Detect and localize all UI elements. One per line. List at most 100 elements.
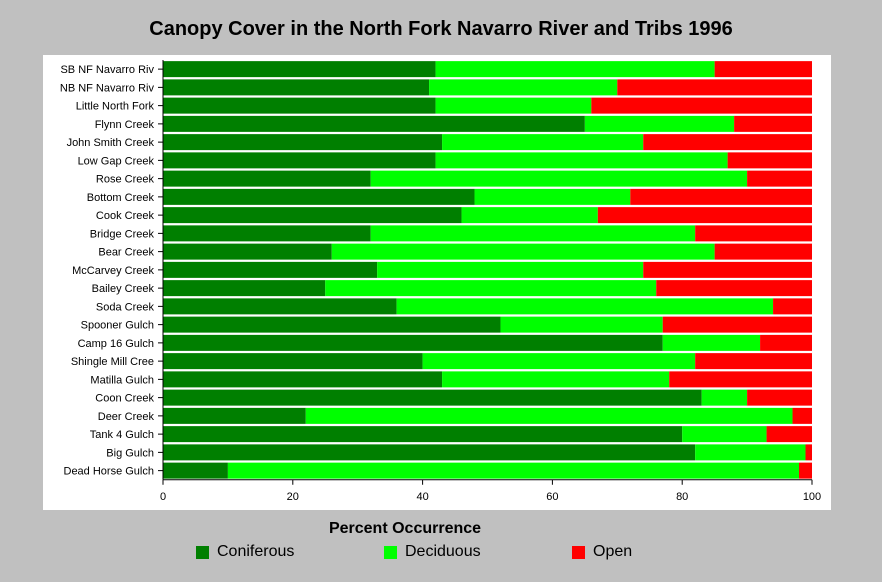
y-tick-label-soda-creek: Soda Creek [96, 301, 155, 313]
legend-swatch-deciduous [384, 545, 397, 559]
bar-deciduous-shingle-mill-cree [422, 353, 696, 370]
bar-open-flynn-creek [734, 115, 812, 132]
legend-label-deciduous: Deciduous [405, 543, 481, 560]
bar-coniferous-flynn-creek [163, 115, 585, 132]
bar-chart: SB NF Navarro Riv NB NF Navarro Riv Little… [60, 60, 821, 503]
bar-coniferous-coon-creek [163, 389, 702, 406]
bar-open-soda-creek [773, 298, 812, 315]
x-tick-label-20: 20 [287, 491, 299, 503]
bar-deciduous-camp-16-gulch [662, 334, 761, 351]
bar-open-nb-nf-navarro-riv [617, 79, 812, 96]
bar-deciduous-bear-creek [331, 243, 715, 260]
bar-deciduous-tank-4-gulch [682, 426, 767, 443]
bar-coniferous-deer-creek [163, 407, 306, 424]
bar-open-spooner-gulch [662, 316, 812, 333]
bar-deciduous-soda-creek [396, 298, 774, 315]
bar-coniferous-bailey-creek [163, 280, 326, 297]
bar-open-cook-creek [597, 207, 812, 224]
bar-coniferous-camp-16-gulch [163, 334, 663, 351]
bar-coniferous-shingle-mill-cree [163, 353, 423, 370]
bar-deciduous-little-north-fork [435, 97, 592, 114]
bar-deciduous-bridge-creek [370, 225, 696, 242]
bar-open-matilla-gulch [669, 371, 812, 388]
legend-label-coniferous: Coniferous [217, 543, 295, 560]
y-tick-label-spooner-gulch: Spooner Gulch [81, 320, 154, 332]
y-tick-label-little-north-fork: Little North Fork [76, 101, 155, 113]
bar-coniferous-mccarvey-creek [163, 261, 378, 278]
y-tick-label-mccarvey-creek: McCarvey Creek [72, 265, 154, 277]
y-tick-label-nb-nf-navarro-riv: NB NF Navarro Riv [60, 82, 155, 94]
y-tick-label-flynn-creek: Flynn Creek [95, 119, 155, 131]
bar-open-bear-creek [714, 243, 812, 260]
y-tick-label-deer-creek: Deer Creek [98, 411, 155, 423]
bar-coniferous-bridge-creek [163, 225, 371, 242]
bar-deciduous-bottom-creek [474, 188, 631, 205]
bar-coniferous-rose-creek [163, 170, 371, 187]
bar-deciduous-cook-creek [461, 207, 598, 224]
bar-coniferous-spooner-gulch [163, 316, 501, 333]
bar-open-sb-nf-navarro-riv [714, 61, 812, 78]
bar-coniferous-soda-creek [163, 298, 397, 315]
y-tick-label-coon-creek: Coon Creek [95, 393, 154, 405]
bar-open-rose-creek [747, 170, 812, 187]
bar-open-little-north-fork [591, 97, 812, 114]
bar-coniferous-low-gap-creek [163, 152, 436, 169]
y-tick-label-rose-creek: Rose Creek [96, 174, 155, 186]
bar-deciduous-spooner-gulch [500, 316, 663, 333]
bar-open-dead-horse-gulch [799, 462, 812, 479]
y-tick-label-matilla-gulch: Matilla Gulch [90, 374, 154, 386]
bar-coniferous-john-smith-creek [163, 134, 443, 151]
bar-open-tank-4-gulch [766, 426, 812, 443]
bar-deciduous-dead-horse-gulch [227, 462, 800, 479]
chart-title: Canopy Cover in the North Fork Navarro R… [149, 18, 733, 40]
bar-open-shingle-mill-cree [695, 353, 812, 370]
bar-open-bottom-creek [630, 188, 812, 205]
bar-coniferous-nb-nf-navarro-riv [163, 79, 430, 96]
y-tick-label-john-smith-creek: John Smith Creek [67, 137, 155, 149]
legend-swatch-open [572, 545, 585, 559]
bar-open-low-gap-creek [727, 152, 812, 169]
x-axis-label: Percent Occurrence [328, 520, 482, 537]
x-tick-label-40: 40 [416, 491, 428, 503]
y-tick-label-bear-creek: Bear Creek [98, 247, 154, 259]
bar-open-mccarvey-creek [643, 261, 812, 278]
bar-deciduous-nb-nf-navarro-riv [429, 79, 618, 96]
bar-deciduous-flynn-creek [584, 115, 735, 132]
y-tick-label-bottom-creek: Bottom Creek [87, 192, 155, 204]
bar-coniferous-little-north-fork [163, 97, 436, 114]
bar-open-deer-creek [792, 407, 812, 424]
bar-open-camp-16-gulch [760, 334, 812, 351]
y-tick-label-low-gap-creek: Low Gap Creek [78, 155, 155, 167]
x-tick-label-80: 80 [676, 491, 688, 503]
legend-item-deciduous: Deciduous [384, 542, 481, 562]
y-tick-label-bridge-creek: Bridge Creek [90, 228, 155, 240]
bar-open-john-smith-creek [643, 134, 812, 151]
bar-coniferous-tank-4-gulch [163, 426, 683, 443]
bar-open-coon-creek [747, 389, 812, 406]
bar-open-bridge-creek [695, 225, 812, 242]
y-tick-label-camp-16-gulch: Camp 16 Gulch [78, 338, 154, 350]
bar-deciduous-deer-creek [305, 407, 793, 424]
x-tick-label-60: 60 [546, 491, 558, 503]
y-tick-label-sb-nf-navarro-riv: SB NF Navarro Riv [60, 64, 154, 76]
bar-deciduous-big-gulch [695, 444, 806, 461]
bar-open-bailey-creek [656, 280, 812, 297]
bar-coniferous-bottom-creek [163, 188, 475, 205]
y-tick-label-tank-4-gulch: Tank 4 Gulch [90, 429, 154, 441]
bar-coniferous-cook-creek [163, 207, 462, 224]
y-tick-label-big-gulch: Big Gulch [106, 447, 154, 459]
bar-coniferous-dead-horse-gulch [163, 462, 228, 479]
legend-swatch-coniferous [196, 545, 209, 559]
plot-panel: SB NF Navarro Riv NB NF Navarro Riv Little… [43, 55, 831, 510]
bar-deciduous-matilla-gulch [442, 371, 670, 388]
bar-deciduous-bailey-creek [325, 280, 657, 297]
bar-open-big-gulch [805, 444, 812, 461]
y-tick-label-bailey-creek: Bailey Creek [92, 283, 155, 295]
bar-coniferous-sb-nf-navarro-riv [163, 61, 436, 78]
y-tick-label-shingle-mill-cree: Shingle Mill Cree [71, 356, 154, 368]
x-tick-label-100: 100 [803, 491, 821, 503]
bar-coniferous-bear-creek [163, 243, 332, 260]
y-tick-label-dead-horse-gulch: Dead Horse Gulch [64, 466, 155, 478]
x-tick-label-0: 0 [160, 491, 166, 503]
bar-deciduous-low-gap-creek [435, 152, 728, 169]
